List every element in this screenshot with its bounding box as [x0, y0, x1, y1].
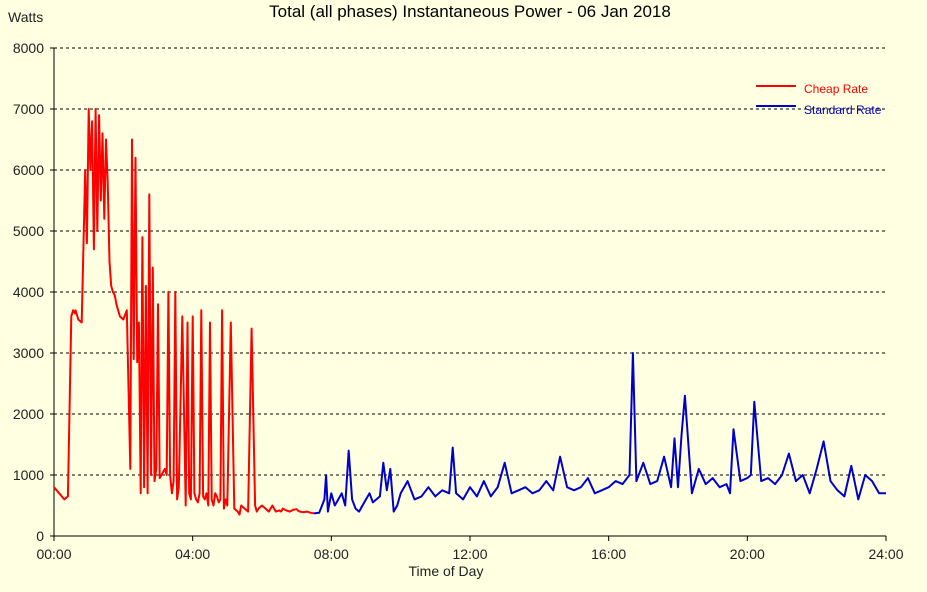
y-axis-label: Watts — [8, 9, 43, 25]
y-tick-label: 0 — [36, 528, 44, 544]
y-tick-label: 6000 — [13, 162, 44, 178]
grid-lines — [54, 47, 886, 476]
x-axis-label: Time of Day — [409, 563, 484, 579]
y-tick-label: 3000 — [13, 345, 44, 361]
x-tick-label: 00:00 — [36, 546, 71, 562]
x-tick-label: 08:00 — [314, 546, 349, 562]
y-tick-label: 1000 — [13, 467, 44, 483]
x-tick-label: 12:00 — [452, 546, 487, 562]
x-tick-label: 16:00 — [591, 546, 626, 562]
chart-title: Total (all phases) Instantaneous Power -… — [269, 2, 671, 21]
y-tick-label: 2000 — [13, 406, 44, 422]
legend-label-standard-rate: Standard Rate — [804, 103, 882, 117]
y-tick-label: 5000 — [13, 223, 44, 239]
x-tick-label: 20:00 — [730, 546, 765, 562]
x-tick-label: 04:00 — [175, 546, 210, 562]
series-lines — [53, 108, 886, 516]
series-line-cheap-rate — [53, 108, 315, 516]
tick-marks: 0 1000 2000 3000 4000 5000 6000 7000 8000 00:00 04… — [13, 40, 904, 562]
series-line-standard-rate — [313, 352, 886, 515]
y-tick-label: 4000 — [13, 284, 44, 300]
legend: Cheap Rate Standard Rate — [756, 82, 882, 117]
legend-label-cheap-rate: Cheap Rate — [804, 82, 868, 96]
x-tick-label: 24:00 — [868, 546, 903, 562]
y-tick-label: 7000 — [13, 101, 44, 117]
y-tick-label: 8000 — [13, 40, 44, 56]
